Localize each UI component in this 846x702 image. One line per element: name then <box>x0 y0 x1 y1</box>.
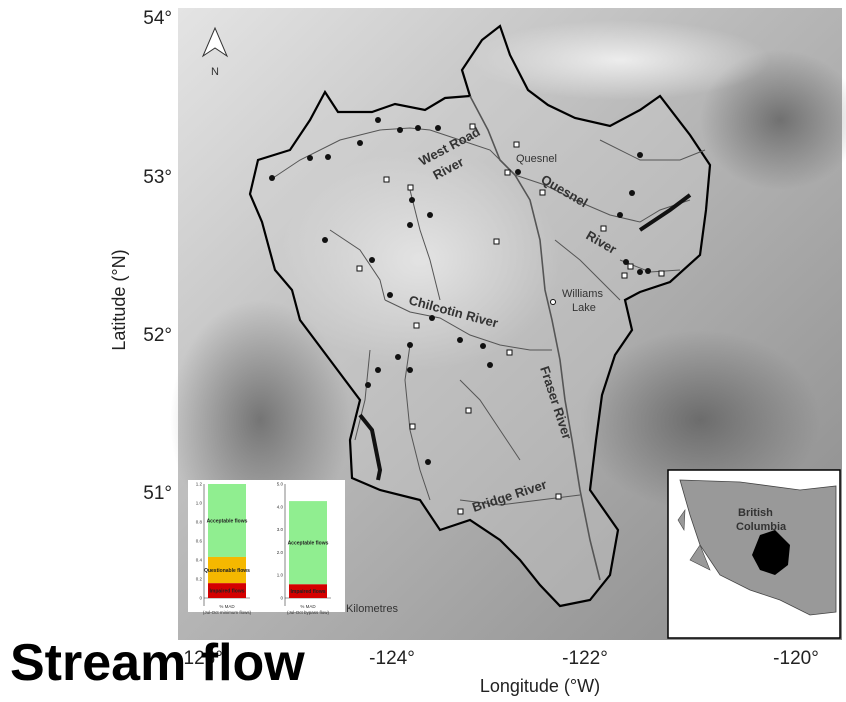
town-label: Quesnel <box>516 153 557 165</box>
y-tick-label: 1.0 <box>277 573 284 578</box>
y-tick-label: 4.0 <box>277 504 284 509</box>
inset-label: British <box>738 507 773 519</box>
y-axis-label: Latitude (°N) <box>109 249 129 350</box>
x-axis-label: % MAD <box>300 604 316 609</box>
zone-label: Acceptable flows <box>288 541 329 547</box>
y-tick-label: 0.8 <box>196 520 203 525</box>
inset-label: Columbia <box>736 521 787 533</box>
x-tick-label: -120° <box>773 648 819 669</box>
y-tick-label: 2.0 <box>277 550 284 555</box>
y-tick-label: 1.0 <box>196 501 203 506</box>
town-label: Lake <box>572 302 596 314</box>
y-tick-label: 54° <box>143 8 172 29</box>
inset-map: British Columbia <box>668 470 840 638</box>
zone-label: Questionable flows <box>204 568 250 574</box>
figure: N West Road River Quesnel Quesnel River … <box>0 0 846 702</box>
y-tick-label: 3.0 <box>277 527 284 532</box>
page-title: Stream flow <box>10 634 305 692</box>
zone-label: Impaired flows <box>290 589 325 595</box>
y-tick-label: 0.6 <box>196 539 203 544</box>
y-tick-label: 51° <box>143 483 172 504</box>
y-tick-label: 5.0 <box>277 482 284 487</box>
x-axis-label: Longitude (°W) <box>480 676 600 696</box>
x-tick-label: -122° <box>562 648 608 669</box>
x-axis-label: % MAD <box>219 604 235 609</box>
y-tick-label: 1.2 <box>196 482 203 487</box>
north-label: N <box>211 66 219 78</box>
x-axis-label: (Jul-Oct minimum flows) <box>203 610 252 615</box>
y-tick-label: 53° <box>143 167 172 188</box>
x-tick-label: -124° <box>369 648 415 669</box>
zone-label: Impaired flows <box>209 589 244 595</box>
town-label: Williams <box>562 288 603 300</box>
scale-label: Kilometres <box>346 603 398 615</box>
y-tick-label: 0.2 <box>196 577 203 582</box>
y-tick-label: 0.4 <box>196 558 203 563</box>
y-tick-label: 52° <box>143 325 172 346</box>
zone-label: Acceptable flows <box>207 518 248 524</box>
x-axis-label: (Jul-Oct bypass flow) <box>287 610 330 615</box>
